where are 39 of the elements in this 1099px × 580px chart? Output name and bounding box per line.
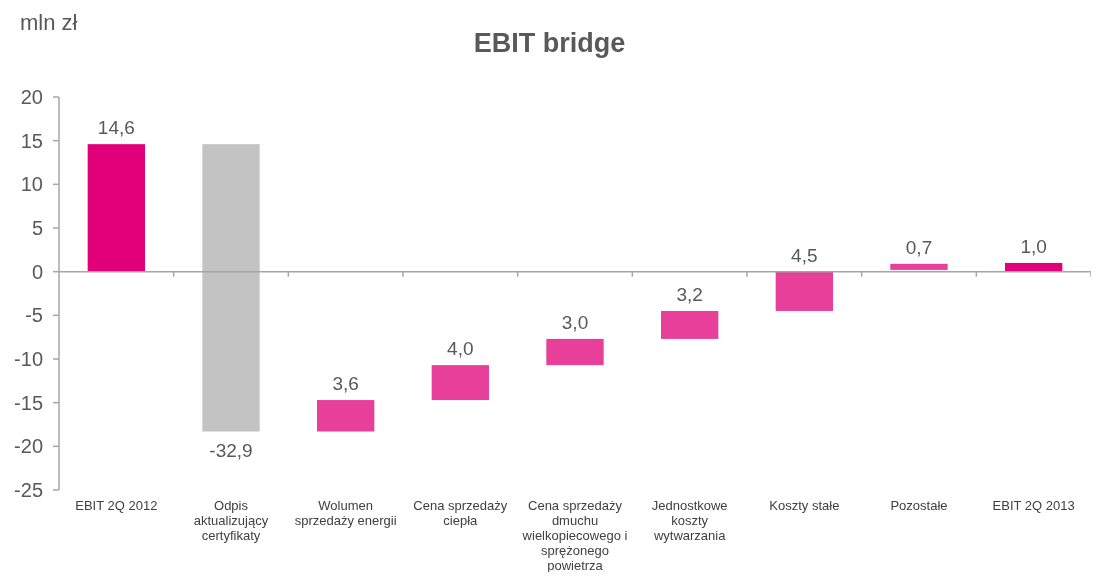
bar [890, 263, 948, 270]
data-label: 3,0 [561, 311, 589, 333]
y-tick-label: -15 [14, 391, 43, 414]
data-label: 14,6 [97, 117, 135, 139]
x-tick-label: Pozostałe [890, 498, 948, 513]
bar [661, 310, 719, 339]
bar [317, 400, 375, 432]
data-label: 3,6 [332, 373, 359, 395]
data-label: 4,5 [791, 244, 818, 266]
x-tick-label: EBIT 2Q 2013 [992, 498, 1075, 513]
bar [202, 144, 260, 432]
bar [431, 365, 489, 401]
bar [546, 338, 604, 366]
data-label: 3,2 [676, 283, 703, 305]
x-tick-label: Jednostkowe koszty wytwarzania [651, 498, 728, 543]
data-label: 1,0 [1020, 235, 1047, 257]
x-tick-label: EBIT 2Q 2012 [75, 498, 158, 513]
x-tick-label: Koszty stałe [769, 498, 840, 513]
x-tick-label: Odpis aktualizujący certyfikaty [193, 498, 269, 543]
x-tick-label: Cena sprzedaży dmuchu wielkopiecowego i sprężonego powietrza [521, 498, 628, 573]
y-tick-label: 10 [20, 173, 43, 196]
y-tick-label: -20 [14, 435, 43, 458]
x-tick-label: Wolumen sprzedaży energii [294, 498, 397, 528]
y-tick-label: -5 [25, 304, 43, 327]
y-tick-label: 0 [31, 260, 43, 283]
data-label: -32,9 [209, 440, 253, 462]
chart-title: EBIT bridge [473, 28, 626, 58]
y-tick-label: -25 [14, 479, 43, 501]
data-label: 4,0 [447, 338, 474, 360]
y-tick-label: 5 [31, 217, 43, 239]
y-tick-label: 20 [20, 86, 43, 108]
y-axis-title: mln zł [20, 10, 78, 35]
y-tick-label: 15 [20, 129, 43, 152]
data-label: 0,7 [905, 236, 933, 258]
bar [775, 271, 833, 311]
bar [1005, 262, 1063, 272]
x-tick-label: Cena sprzedaży ciepła [413, 498, 508, 528]
bar [87, 144, 145, 272]
y-tick-label: -10 [14, 348, 43, 370]
